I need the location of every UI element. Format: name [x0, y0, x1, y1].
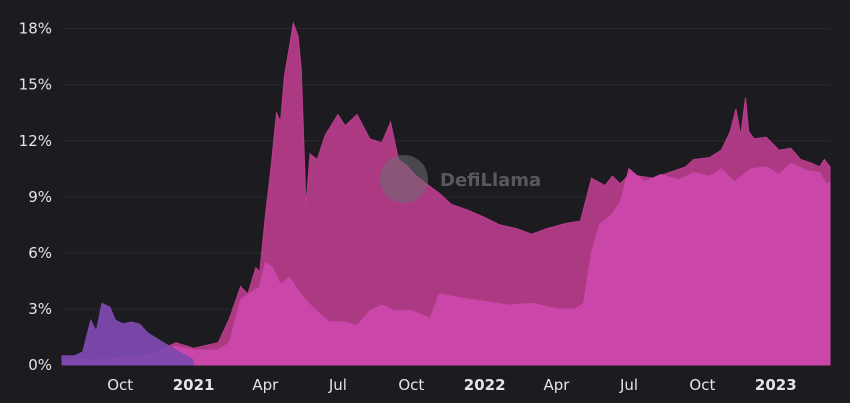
x-tick-label: 2023	[755, 376, 797, 394]
y-tick-label: 6%	[28, 244, 52, 262]
x-tick-label: 2021	[173, 376, 215, 394]
y-tick-label: 3%	[28, 300, 52, 318]
series-areas	[61, 21, 831, 366]
watermark-text: DefiLlama	[440, 170, 541, 191]
x-tick-label: Jul	[619, 376, 638, 394]
x-tick-label: 2022	[464, 376, 506, 394]
y-tick-label: 18%	[19, 20, 52, 38]
x-tick-label: Oct	[689, 376, 715, 394]
x-tick-label: Jul	[328, 376, 347, 394]
y-tick-label: 12%	[19, 132, 52, 150]
series-area-3	[61, 302, 195, 366]
x-tick-label: Apr	[543, 376, 570, 394]
x-tick-label: Oct	[107, 376, 133, 394]
x-tick-label: Oct	[398, 376, 424, 394]
y-tick-label: 15%	[19, 76, 52, 94]
x-axis: Oct 2021 Apr Jul Oct 2022 Apr Jul Oct 2023	[107, 376, 796, 394]
y-axis: 0% 3% 6% 9% 12% 15% 18%	[19, 20, 52, 374]
series-area-2	[61, 162, 831, 366]
defillama-watermark: DefiLlama	[380, 155, 541, 203]
llama-logo-icon	[380, 155, 428, 203]
y-tick-label: 9%	[28, 188, 52, 206]
x-tick-label: Apr	[252, 376, 279, 394]
y-tick-label: 0%	[28, 356, 52, 374]
